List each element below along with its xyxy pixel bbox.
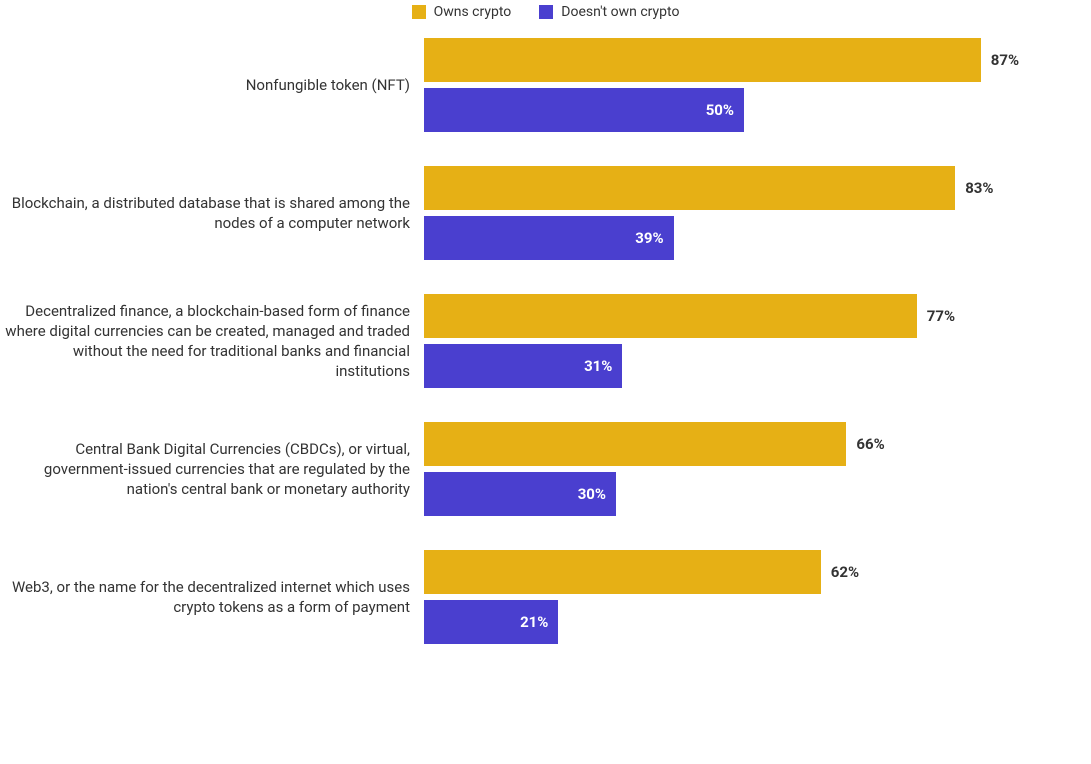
- bar-value: 66%: [856, 435, 884, 453]
- bar-row: 50%: [424, 88, 1091, 132]
- bar-owns: 87%: [424, 38, 981, 82]
- bar-row: 30%: [424, 472, 1091, 516]
- bar-value: 21%: [520, 613, 548, 631]
- category-label: Blockchain, a distributed database that …: [0, 193, 424, 234]
- bar-owns: 77%: [424, 294, 917, 338]
- legend-swatch-notowns: [539, 5, 553, 19]
- chart-area: Nonfungible token (NFT)87%50%Blockchain,…: [0, 38, 1091, 644]
- chart-row-group: Decentralized finance, a blockchain-base…: [0, 294, 1091, 388]
- bar-value: 39%: [635, 229, 663, 247]
- bar-notowns: 21%: [424, 600, 558, 644]
- bar-row: 77%: [424, 294, 1091, 338]
- bar-row: 39%: [424, 216, 1091, 260]
- category-label: Central Bank Digital Currencies (CBDCs),…: [0, 439, 424, 500]
- bar-value: 50%: [706, 101, 734, 119]
- bar-row: 87%: [424, 38, 1091, 82]
- bars-wrap: 66% 30%: [424, 422, 1091, 516]
- chart-row-group: Web3, or the name for the decentralized …: [0, 550, 1091, 644]
- bar-row: 21%: [424, 600, 1091, 644]
- chart-row-group: Blockchain, a distributed database that …: [0, 166, 1091, 260]
- bars-wrap: 62% 21%: [424, 550, 1091, 644]
- legend-item-owns: Owns crypto: [412, 4, 512, 20]
- bar-notowns: 50%: [424, 88, 744, 132]
- legend-label-owns: Owns crypto: [434, 4, 512, 20]
- bar-value: 62%: [831, 563, 859, 581]
- bar-value: 77%: [927, 307, 955, 325]
- legend-item-notowns: Doesn't own crypto: [539, 4, 679, 20]
- bar-owns: 83%: [424, 166, 955, 210]
- bars-wrap: 83% 39%: [424, 166, 1091, 260]
- bars-wrap: 87% 50%: [424, 38, 1091, 132]
- bar-row: 83%: [424, 166, 1091, 210]
- chart-legend: Owns crypto Doesn't own crypto: [0, 0, 1091, 38]
- category-label: Nonfungible token (NFT): [0, 75, 424, 95]
- chart-row-group: Nonfungible token (NFT)87%50%: [0, 38, 1091, 132]
- bar-owns: 62%: [424, 550, 821, 594]
- legend-swatch-owns: [412, 5, 426, 19]
- bars-wrap: 77% 31%: [424, 294, 1091, 388]
- bar-row: 62%: [424, 550, 1091, 594]
- bar-notowns: 30%: [424, 472, 616, 516]
- category-label: Web3, or the name for the decentralized …: [0, 577, 424, 618]
- bar-notowns: 39%: [424, 216, 674, 260]
- bar-value: 83%: [965, 179, 993, 197]
- bar-row: 31%: [424, 344, 1091, 388]
- bar-value: 31%: [584, 357, 612, 375]
- bar-row: 66%: [424, 422, 1091, 466]
- bar-owns: 66%: [424, 422, 846, 466]
- category-label: Decentralized finance, a blockchain-base…: [0, 301, 424, 382]
- bar-value: 87%: [991, 51, 1019, 69]
- bar-notowns: 31%: [424, 344, 622, 388]
- chart-row-group: Central Bank Digital Currencies (CBDCs),…: [0, 422, 1091, 516]
- legend-label-notowns: Doesn't own crypto: [561, 4, 679, 20]
- bar-value: 30%: [578, 485, 606, 503]
